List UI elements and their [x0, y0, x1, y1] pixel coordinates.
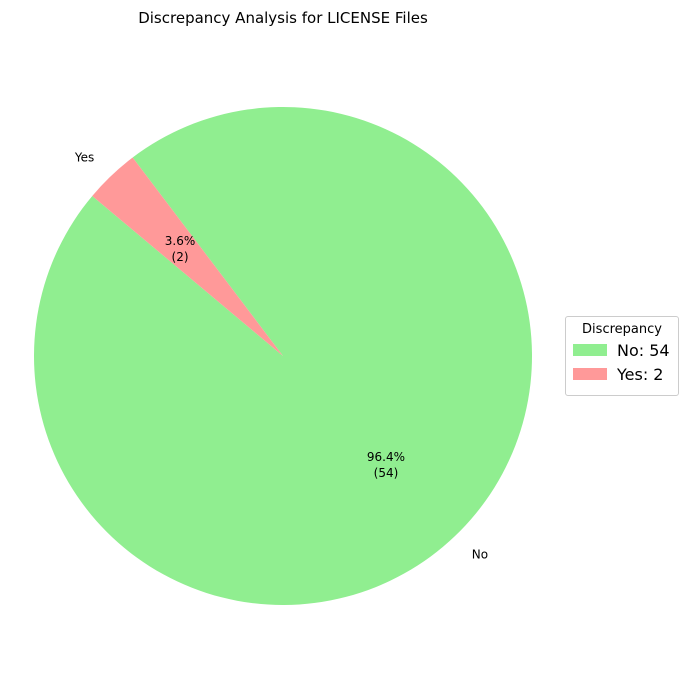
legend-title: Discrepancy — [582, 322, 662, 337]
chart-title: Discrepancy Analysis for LICENSE Files — [138, 9, 428, 27]
legend: Discrepancy No: 54 Yes: 2 — [565, 316, 679, 396]
slice-label-yes: Yes — [74, 151, 94, 165]
legend-swatch-no — [573, 344, 607, 356]
legend-swatch-yes — [573, 368, 607, 380]
slice-count-yes: (2) — [172, 250, 189, 264]
slice-count-no: (54) — [374, 466, 399, 480]
legend-label-yes: Yes: 2 — [617, 364, 664, 384]
pie-slice-no — [34, 107, 533, 606]
pie-slice-yes — [92, 157, 283, 356]
legend-item-no: No: 54 — [573, 339, 678, 361]
legend-item-yes: Yes: 2 — [573, 363, 678, 385]
legend-label-no: No: 54 — [617, 340, 670, 360]
slice-label-no: No — [472, 547, 488, 561]
slice-percent-yes: 3.6% — [165, 234, 196, 248]
slice-percent-no: 96.4% — [367, 450, 405, 464]
